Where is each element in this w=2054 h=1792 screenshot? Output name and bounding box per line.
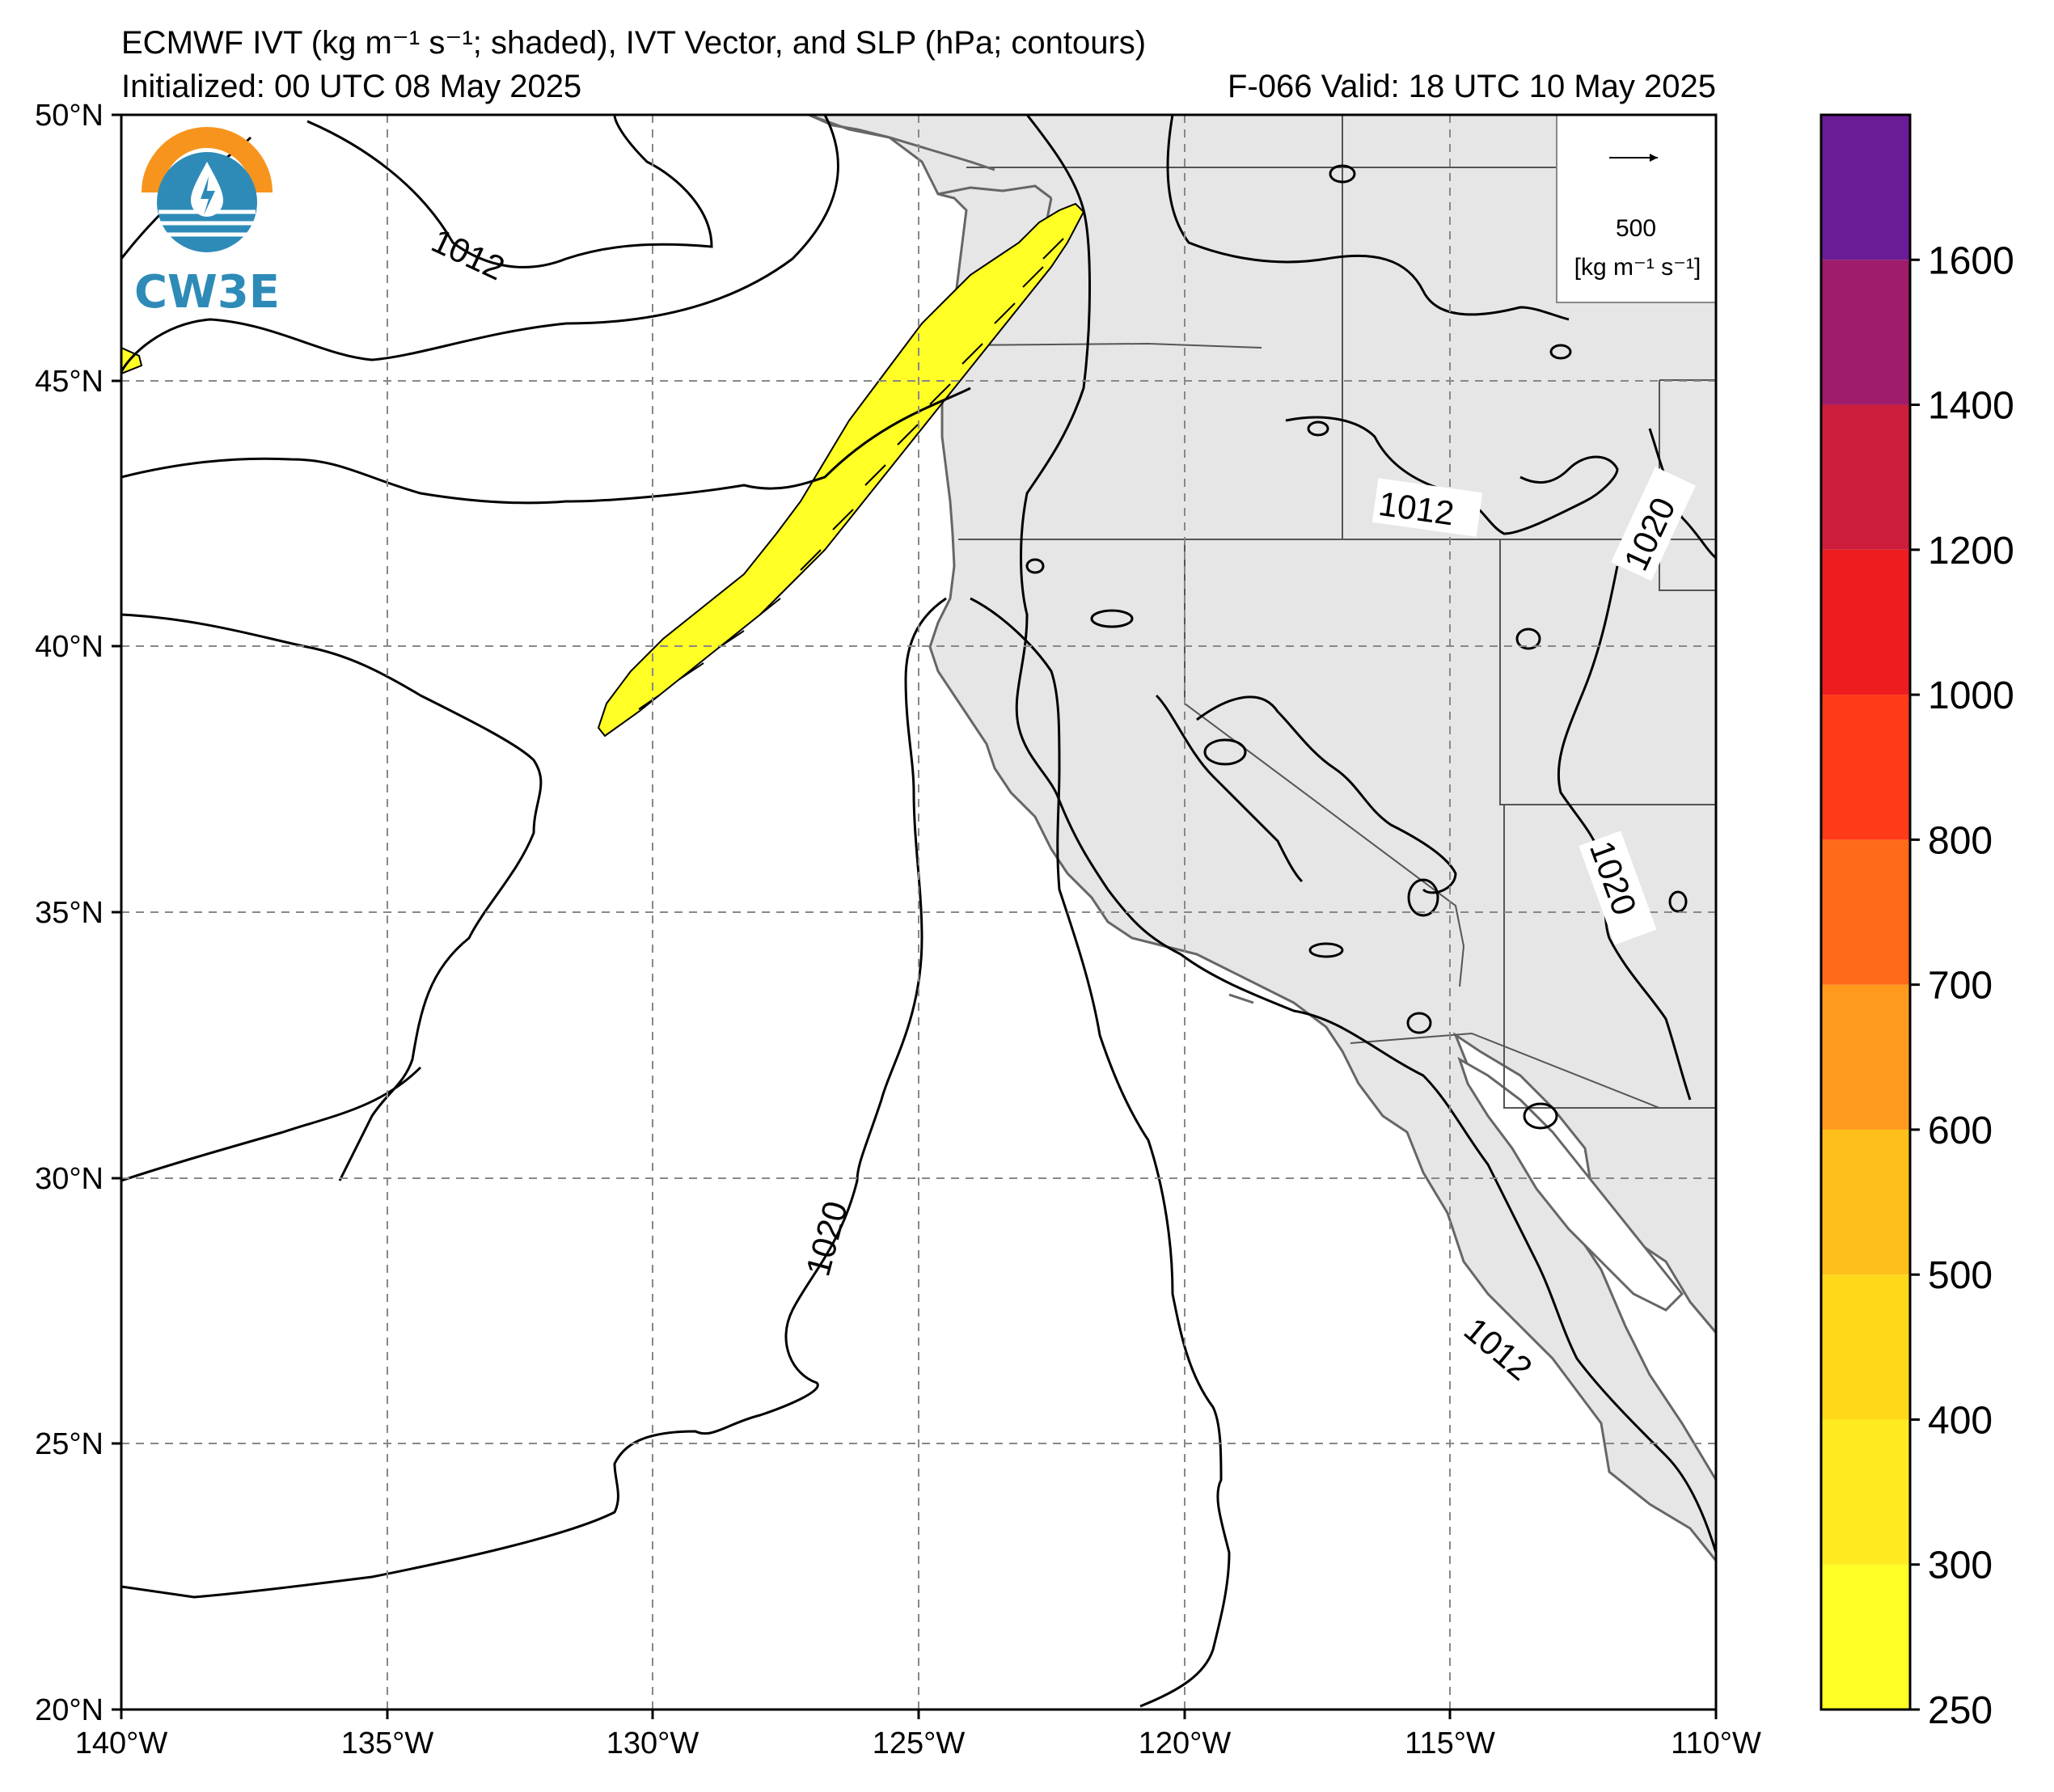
colorbar-segment (1821, 260, 1910, 405)
lon-tick-label: 110°W (1671, 1726, 1761, 1760)
colorbar-tick-label: 500 (1928, 1254, 1993, 1297)
lat-tick-label: 30°N (35, 1162, 104, 1196)
colorbar-segment (1821, 549, 1910, 695)
cw3e-logo: CW3E (134, 127, 280, 319)
vector-legend-value: 500 (1616, 215, 1656, 242)
ivt-plume (597, 202, 1085, 738)
vector-legend: 500 [kg m⁻¹ s⁻¹] (1556, 115, 1716, 303)
colorbar-tick-label: 700 (1928, 965, 1993, 1008)
lon-tick-label: 140°W (75, 1726, 168, 1760)
lat-tick-label: 20°N (35, 1693, 104, 1727)
colorbar-tick-label: 400 (1928, 1399, 1993, 1442)
lon-tick-label: 125°W (873, 1726, 966, 1760)
colorbar-segment (1821, 1564, 1910, 1710)
colorbar-tick-label: 600 (1928, 1109, 1993, 1152)
colorbar: 250 300 400 500 600 700 800 1000 1200 1400 1600 (1819, 113, 2014, 1732)
axis-ticks (112, 113, 1718, 1719)
lat-tick-label: 50°N (35, 99, 104, 133)
colorbar-border (1819, 113, 1912, 1711)
figure-title: ECMWF IVT (kg m⁻¹ s⁻¹; shaded), IVT Vect… (121, 25, 1146, 61)
colorbar-tick-label: 300 (1928, 1545, 1993, 1587)
colorbar-segment (1821, 839, 1910, 985)
colorbar-segment (1821, 984, 1910, 1130)
gulf-of-california (1457, 1056, 1684, 1312)
colorbar-tick-label: 800 (1928, 819, 1993, 862)
ivt-vectors (638, 238, 1064, 710)
colorbar-tick-label: 1000 (1928, 674, 2014, 717)
logo-orange-arc (142, 127, 273, 193)
lat-tick-labels: 50°N 45°N 40°N 35°N 30°N 25°N 20°N (35, 99, 104, 1727)
lon-tick-label: 135°W (341, 1726, 434, 1760)
colorbar-segment (1821, 695, 1910, 840)
vector-legend-units: [kg m⁻¹ s⁻¹] (1574, 254, 1701, 281)
valid-time: F-066 Valid: 18 UTC 10 May 2025 (1228, 69, 1716, 104)
lightning-icon (201, 176, 215, 215)
lon-tick-label: 120°W (1139, 1726, 1232, 1760)
lon-tick-label: 130°W (606, 1726, 699, 1760)
colorbar-tick-label: 1600 (1928, 239, 2014, 282)
initialized-time: Initialized: 00 UTC 08 May 2025 (121, 69, 581, 104)
gridlines (121, 115, 1716, 1710)
logo-wordmark: CW3E (134, 266, 280, 319)
colorbar-tick-label: 1200 (1928, 530, 2014, 573)
lat-tick-label: 25°N (35, 1427, 104, 1461)
lat-tick-label: 40°N (35, 630, 104, 664)
ivt-edge-blob (121, 346, 143, 375)
lat-tick-label: 45°N (35, 365, 104, 399)
slp-contour-blobs (1025, 164, 1688, 1130)
colorbar-tick-label: 1400 (1928, 385, 2014, 428)
colorbar-tick-label: 250 (1928, 1689, 1993, 1732)
colorbar-segment (1821, 115, 1910, 260)
lon-tick-labels: 140°W 135°W 130°W 125°W 120°W 115°W 110°… (75, 1726, 1761, 1760)
lon-tick-label: 115°W (1405, 1726, 1495, 1760)
colorbar-segment (1821, 404, 1910, 550)
colorbar-segment (1821, 1129, 1910, 1275)
map-panel: 1012 1012 1020 1020 1020 1012 500 [kg m⁻… (35, 99, 1761, 1760)
colorbar-segment (1821, 1274, 1910, 1420)
colorbar-segment (1821, 1419, 1910, 1565)
lat-tick-label: 35°N (35, 896, 104, 930)
